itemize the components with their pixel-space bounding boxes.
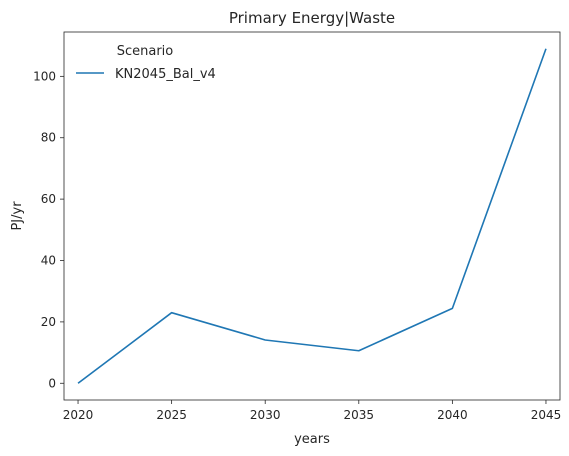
y-tick-label: 100	[33, 69, 56, 83]
series-line-kn2045-bal-v4	[77, 48, 547, 384]
series-layer	[77, 48, 547, 384]
plot-frame	[63, 31, 561, 401]
legend: Scenario KN2045_Bal_v4	[76, 44, 216, 82]
y-tick-label: 80	[41, 131, 56, 145]
x-tick-label: 2045	[531, 408, 562, 422]
y-tick-label: 0	[48, 376, 56, 390]
y-tick-label: 20	[41, 315, 56, 329]
y-axis-label: PJ/yr	[10, 201, 25, 231]
plot-area	[63, 31, 561, 401]
legend-title: Scenario	[117, 44, 174, 59]
x-tick-label: 2025	[156, 408, 187, 422]
y-tick-label: 40	[41, 254, 56, 268]
legend-label-kn2045-bal-v4: KN2045_Bal_v4	[115, 67, 216, 82]
x-tick-label: 2020	[63, 408, 94, 422]
x-axis-label: years	[294, 432, 330, 447]
y-axis: 0 20 40 60 80 100	[33, 69, 64, 390]
y-tick-label: 60	[41, 192, 56, 206]
x-tick-label: 2030	[250, 408, 281, 422]
chart-title: Primary Energy|Waste	[229, 9, 395, 27]
x-tick-label: 2040	[437, 408, 468, 422]
x-tick-label: 2035	[344, 408, 375, 422]
x-axis: 2020 2025 2030 2035 2040 2045	[63, 400, 561, 422]
